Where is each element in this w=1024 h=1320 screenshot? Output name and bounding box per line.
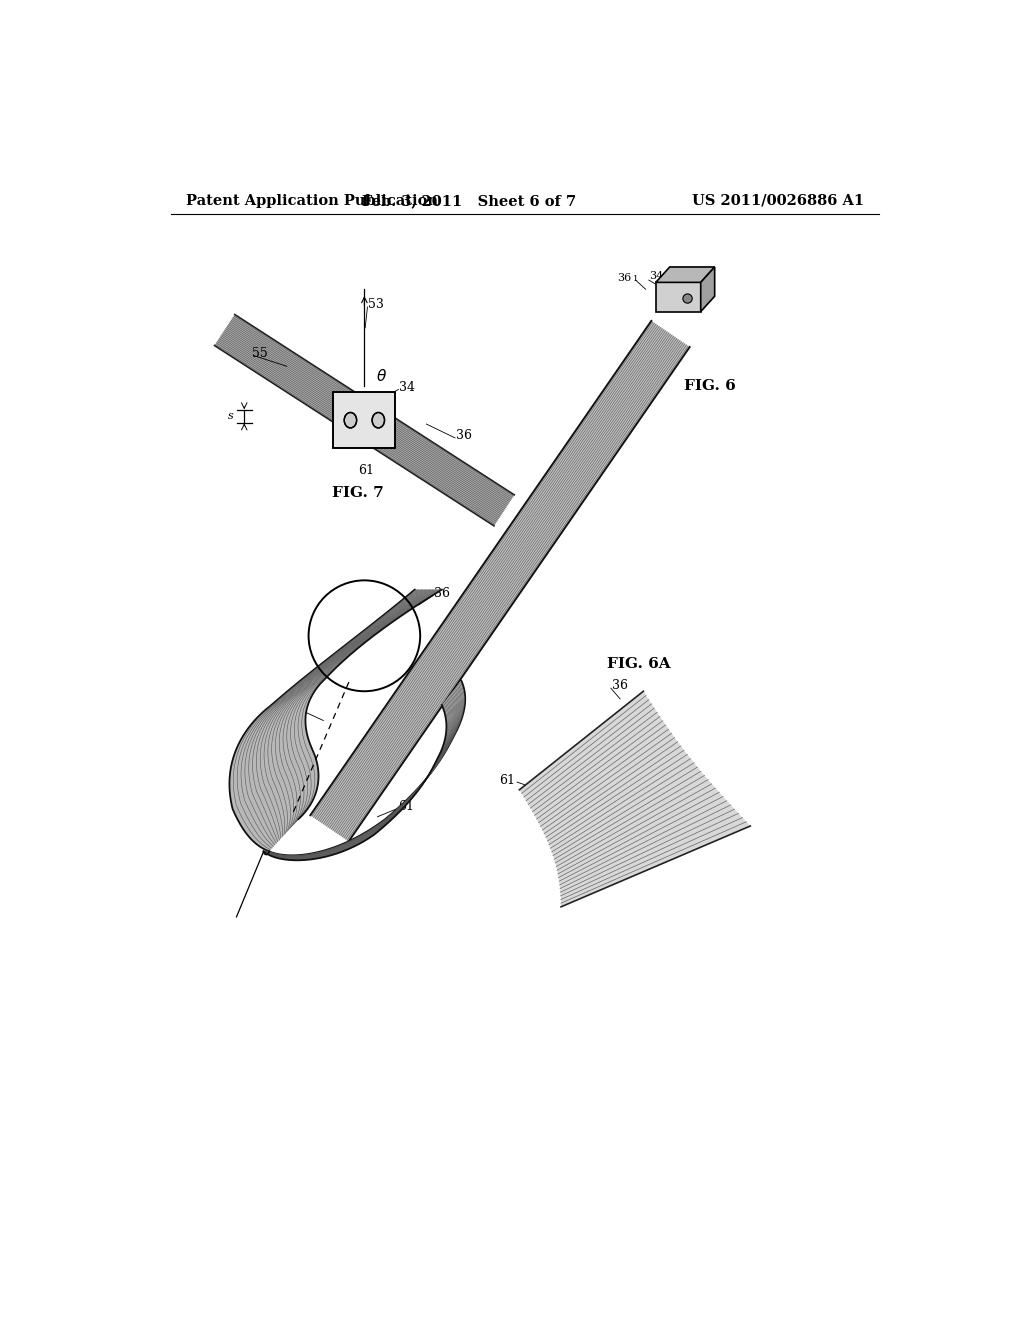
Text: FIG. 6: FIG. 6 — [684, 379, 736, 392]
Text: FIG. 7: FIG. 7 — [332, 486, 384, 500]
Circle shape — [683, 294, 692, 304]
Bar — [334, 392, 395, 447]
Text: 61: 61 — [397, 800, 414, 813]
Bar — [655, 282, 700, 312]
Text: 34: 34 — [649, 271, 664, 281]
Text: 1: 1 — [633, 275, 638, 282]
Text: 55: 55 — [252, 347, 267, 360]
Polygon shape — [310, 321, 690, 841]
Text: s: s — [227, 412, 233, 421]
Bar — [334, 392, 395, 447]
Polygon shape — [229, 590, 442, 851]
Text: 51: 51 — [283, 702, 299, 714]
Text: 53: 53 — [369, 298, 384, 312]
Polygon shape — [655, 267, 715, 282]
Text: 36: 36 — [616, 273, 631, 282]
Text: 36: 36 — [434, 587, 451, 601]
Text: 36: 36 — [647, 329, 662, 339]
Polygon shape — [263, 681, 465, 861]
Ellipse shape — [344, 412, 356, 428]
Text: $\theta$: $\theta$ — [376, 368, 387, 384]
Text: 2: 2 — [655, 337, 662, 345]
Text: 34: 34 — [399, 380, 416, 393]
Text: 36: 36 — [612, 680, 629, 693]
Text: FIG. 6A: FIG. 6A — [607, 656, 671, 671]
Text: Feb. 3, 2011   Sheet 6 of 7: Feb. 3, 2011 Sheet 6 of 7 — [361, 194, 577, 207]
Text: 61: 61 — [358, 463, 374, 477]
Text: Patent Application Publication: Patent Application Publication — [186, 194, 438, 207]
Polygon shape — [519, 692, 751, 907]
Text: 36: 36 — [456, 429, 472, 442]
Polygon shape — [214, 314, 514, 525]
Text: US 2011/0026886 A1: US 2011/0026886 A1 — [692, 194, 864, 207]
Polygon shape — [700, 267, 715, 312]
Ellipse shape — [372, 412, 385, 428]
Text: 61: 61 — [500, 774, 515, 787]
